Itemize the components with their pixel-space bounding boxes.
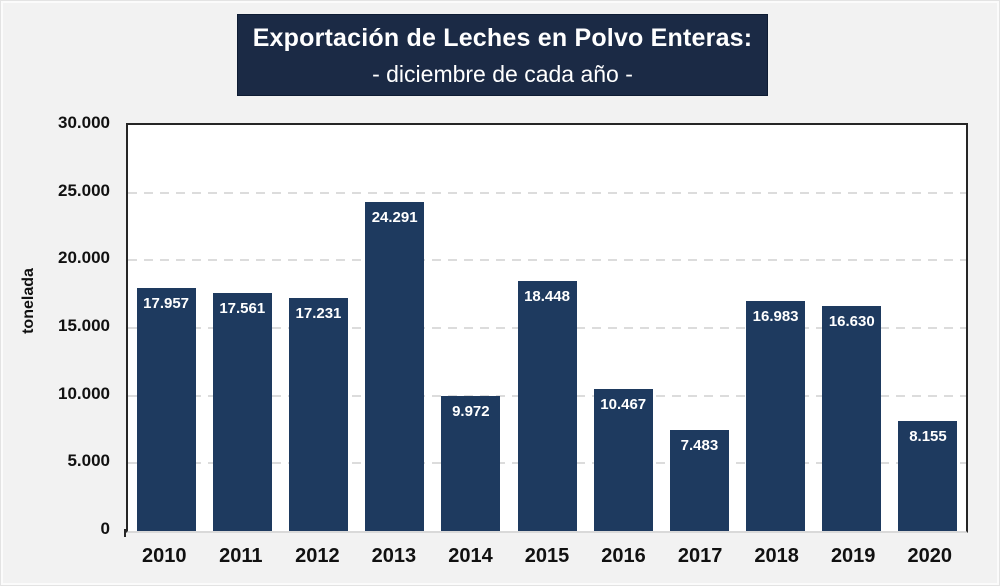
- bar-slot-2014: 9.972: [433, 125, 509, 531]
- bar-2015: 18.448: [517, 281, 577, 531]
- bar-value-label: 7.483: [680, 436, 719, 454]
- gridline-20000: [128, 259, 966, 262]
- x-tick-label-2012: 2012: [295, 545, 340, 567]
- bar-slot-2012: 17.231: [280, 125, 356, 531]
- bar-2020: 8.155: [898, 420, 958, 531]
- x-tick-label-2015: 2015: [524, 545, 570, 567]
- bar-2011: 17.561: [212, 293, 272, 531]
- bar-2014: 9.972: [441, 396, 501, 531]
- y-tick-label: 30.000: [58, 113, 110, 132]
- bar-value-label: 17.561: [219, 300, 266, 318]
- y-tick-label: 10.000: [58, 383, 110, 403]
- x-tick-label-2013: 2013: [371, 545, 417, 567]
- y-axis-zero-tick: [124, 529, 126, 537]
- x-tick-label-2020: 2020: [907, 545, 952, 567]
- y-tick-label: 25.000: [58, 180, 110, 200]
- bar-value-label: 16.630: [828, 312, 875, 330]
- y-axis-tick-labels: 0 5.000 10.000 15.000 20.000 25.000 30.000: [1, 113, 118, 538]
- chart-title-line2: - diciembre de cada año -: [372, 60, 633, 87]
- x-tick-label-2018: 2018: [754, 545, 799, 567]
- bar-slot-2018: 16.983: [738, 125, 814, 531]
- chart-title-box: Exportación de Leches en Polvo Enteras: …: [237, 14, 768, 96]
- x-tick-label-2017: 2017: [677, 545, 723, 567]
- bar-2012: 17.231: [288, 297, 348, 531]
- x-tick-label-2010: 2010: [142, 545, 187, 567]
- bar-slot-2019: 16.630: [814, 125, 890, 531]
- bar-2017: 7.483: [669, 429, 729, 531]
- y-tick-label: 0: [100, 519, 110, 538]
- bar-slot-2020: 8.155: [890, 125, 966, 531]
- bar-2018: 16.983: [746, 301, 806, 531]
- chart-title-line1: Exportación de Leches en Polvo Enteras:: [252, 23, 753, 52]
- gridline-25000: [128, 191, 966, 194]
- bar-value-label: 18.448: [524, 288, 570, 306]
- bar-2013: 24.291: [365, 202, 425, 531]
- x-tick-label-2014: 2014: [448, 545, 493, 567]
- plot-area: 17.957 17.561 17.231 24.291 9.972 18.448 10.46…: [126, 123, 968, 533]
- bar-slot-2010: 17.957: [128, 125, 204, 531]
- bar-series: 17.957 17.561 17.231 24.291 9.972 18.448 10.46…: [128, 125, 966, 531]
- bar-slot-2017: 7.483: [661, 125, 737, 531]
- x-axis-tick-labels: 2010 2011 2012 2013 2014 2015 2016 2017 2018 2019…: [126, 541, 968, 573]
- x-tick-label-2011: 2011: [219, 545, 263, 567]
- x-tick-label-2016: 2016: [601, 545, 646, 567]
- bar-2016: 10.467: [593, 389, 653, 531]
- bar-slot-2015: 18.448: [509, 125, 585, 531]
- bar-2019: 16.630: [822, 305, 882, 531]
- bar-2010: 17.957: [136, 287, 196, 531]
- bar-value-label: 17.231: [295, 304, 342, 322]
- bar-value-label: 8.155: [909, 427, 947, 445]
- bar-slot-2016: 10.467: [585, 125, 661, 531]
- y-tick-label: 5.000: [67, 451, 110, 471]
- bar-slot-2011: 17.561: [204, 125, 280, 531]
- bar-slot-2013: 24.291: [357, 125, 433, 531]
- bar-value-label: 24.291: [371, 209, 418, 227]
- bar-value-label: 10.467: [600, 396, 647, 414]
- x-tick-label-2019: 2019: [830, 545, 876, 567]
- y-tick-label: 20.000: [58, 248, 110, 268]
- bar-value-label: 17.957: [143, 294, 190, 312]
- bar-value-label: 16.983: [752, 308, 799, 326]
- bar-value-label: 9.972: [452, 403, 490, 421]
- y-tick-label: 15.000: [58, 316, 110, 335]
